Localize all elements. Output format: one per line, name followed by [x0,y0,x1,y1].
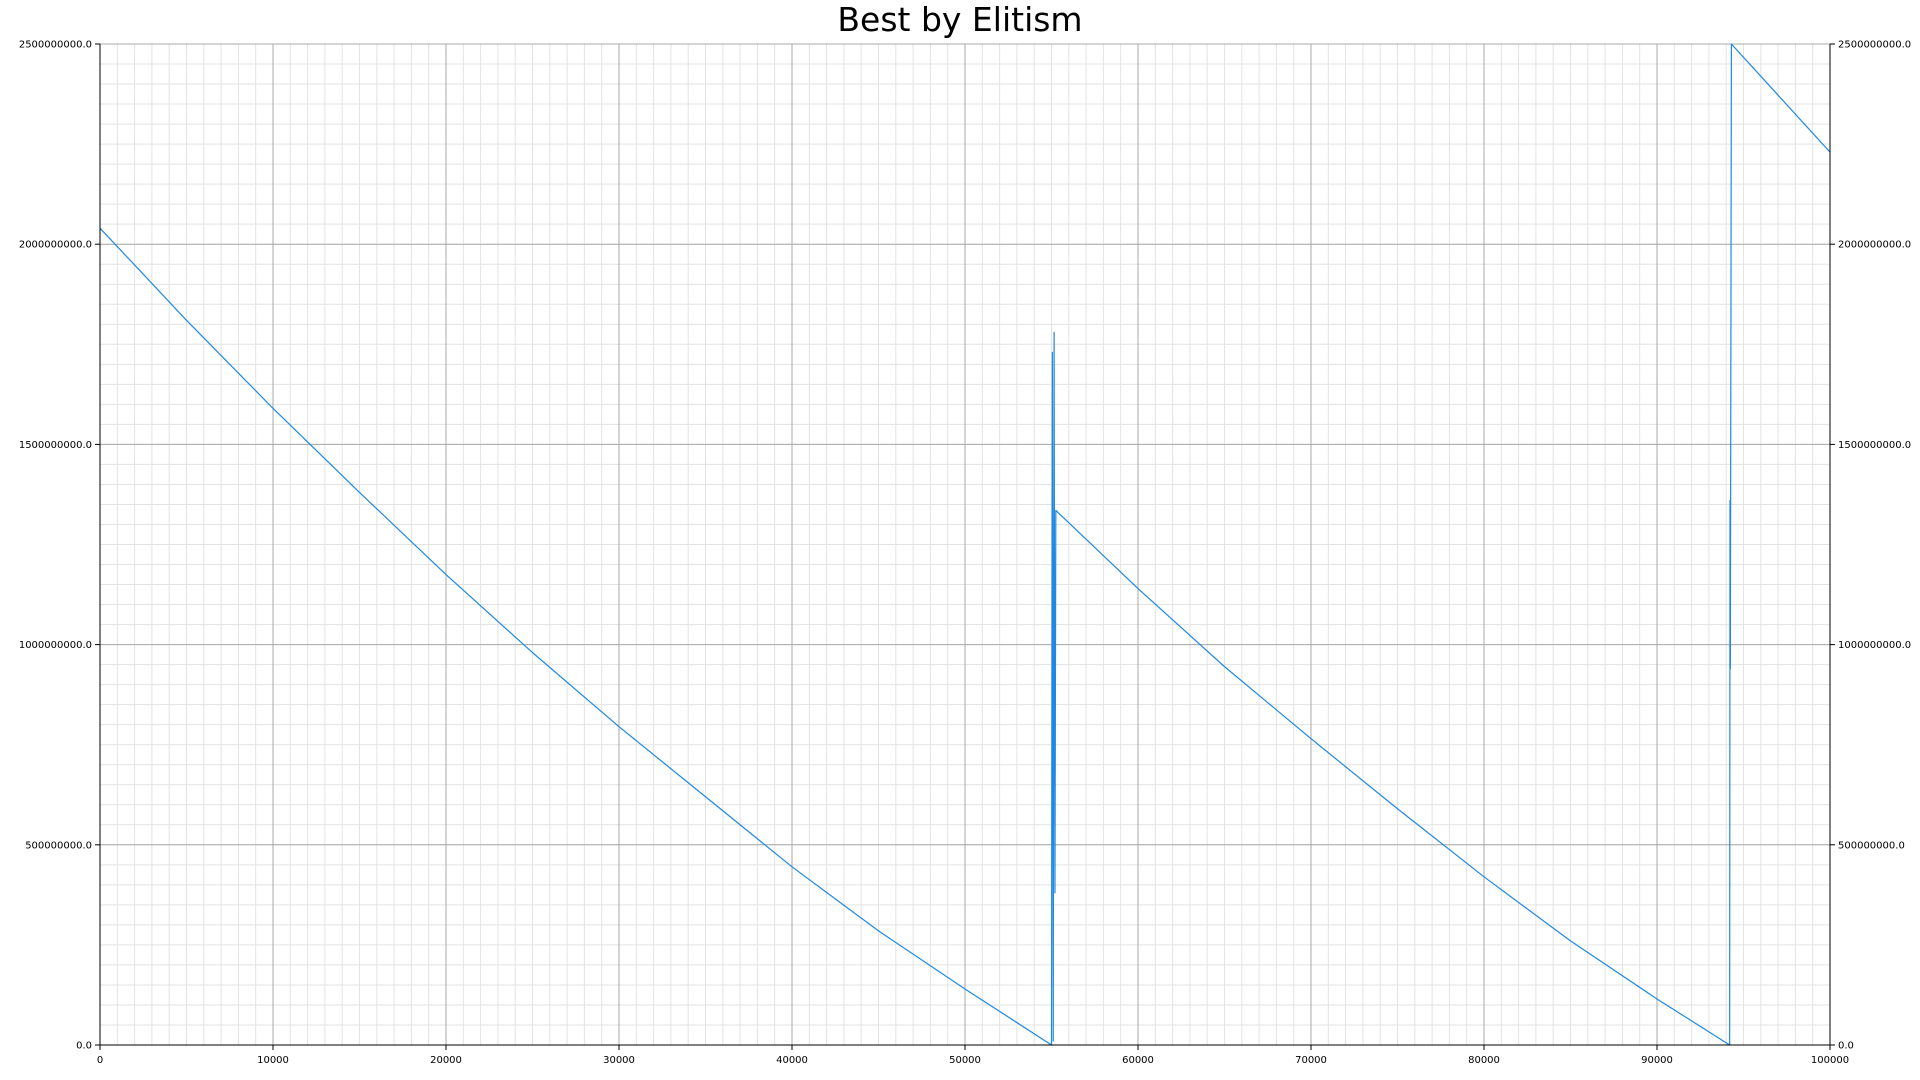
y-tick-label-right: 2500000000.0 [1838,40,1911,51]
x-tick-label: 60000 [1122,1055,1154,1066]
series-layer [99,43,1831,1046]
y-tick-label-left: 1000000000.0 [19,640,92,651]
x-tick-label: 80000 [1468,1055,1500,1066]
y-tick-label-right: 1000000000.0 [1838,640,1911,651]
y-tick-label-right: 500000000.0 [1838,840,1905,851]
x-tick-label: 0 [97,1055,103,1066]
y-tick-label-left: 500000000.0 [25,840,92,851]
y-tick-label-left: 0.0 [76,1041,92,1052]
x-tick-label: 30000 [603,1055,635,1066]
x-tick-label: 50000 [949,1055,981,1066]
y-tick-label-right: 2000000000.0 [1838,240,1911,251]
y-tick-label-left: 2000000000.0 [19,240,92,251]
y-tick-label-left: 1500000000.0 [19,440,92,451]
x-axis-ticks: 0 10000 20000 30000 40000 50000 60000 70000 8000… [97,1045,1849,1066]
x-tick-label: 10000 [257,1055,289,1066]
x-tick-label: 70000 [1295,1055,1327,1066]
chart-title: Best by Elitism [837,0,1083,39]
x-tick-label: 20000 [430,1055,462,1066]
x-tick-label: 90000 [1641,1055,1673,1066]
y-axis-left-ticks: 0.0 500000000.0 1000000000.0 1500000000.0 20… [19,40,100,1052]
x-tick-label: 40000 [776,1055,808,1066]
y-tick-label-left: 2500000000.0 [19,40,92,51]
y-tick-label-right: 0.0 [1838,1041,1854,1052]
y-axis-right-ticks: 0.0 500000000.0 1000000000.0 1500000000.0 20… [1830,40,1911,1052]
x-tick-label: 100000 [1811,1055,1849,1066]
series-line [99,43,1831,1046]
y-tick-label-right: 1500000000.0 [1838,440,1911,451]
